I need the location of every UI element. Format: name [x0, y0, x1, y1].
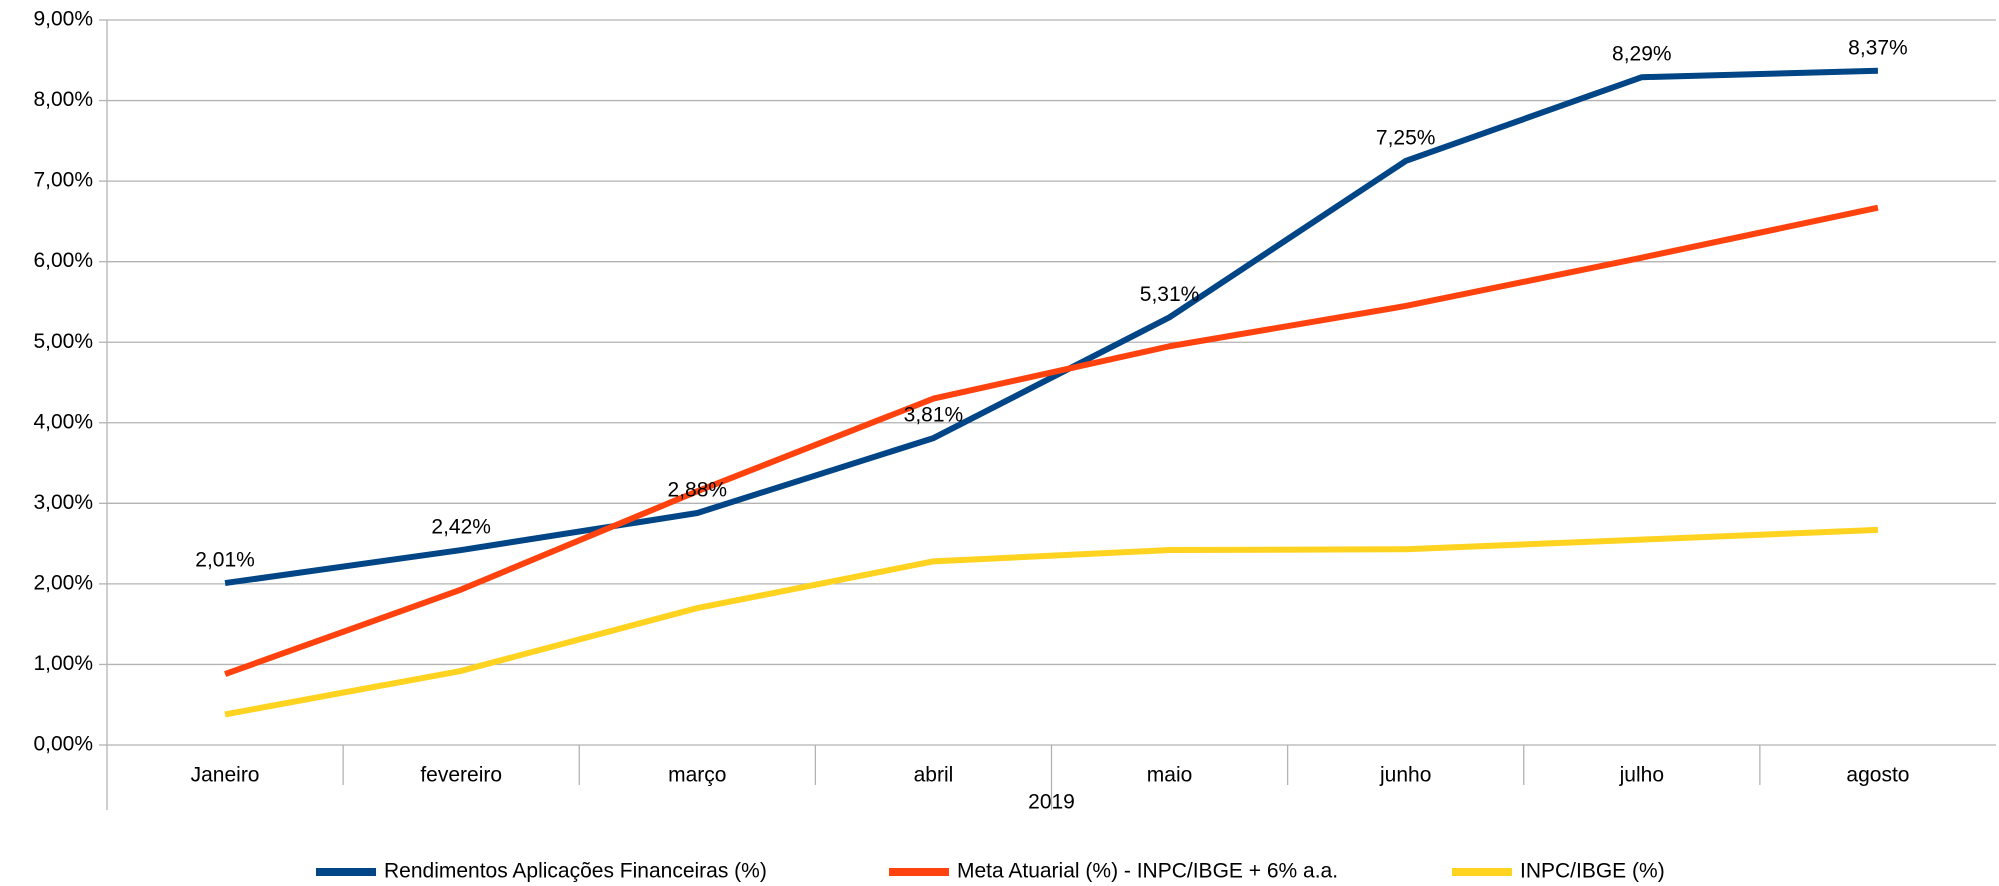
x-tick-label: fevereiro: [420, 764, 502, 787]
y-tick-label: 1,00%: [33, 652, 93, 675]
legend-label: INPC/IBGE (%): [1520, 860, 1665, 883]
x-tick-label: março: [668, 764, 726, 787]
x-tick-label: Janeiro: [191, 764, 260, 787]
y-tick-label: 6,00%: [33, 249, 93, 272]
series-line: [224, 526, 1879, 718]
y-tick-label: 3,00%: [33, 491, 93, 514]
data-label: 2,42%: [431, 516, 491, 539]
x-tick-label: abril: [914, 764, 954, 787]
series-line: [224, 204, 1879, 677]
legend-label: Meta Atuarial (%) - INPC/IBGE + 6% a.a.: [957, 860, 1338, 883]
y-tick-label: 8,00%: [33, 88, 93, 111]
x-tick-label: junho: [1379, 764, 1431, 787]
data-label: 5,31%: [1140, 283, 1200, 306]
y-tick-label: 9,00%: [33, 8, 93, 31]
y-tick-label: 5,00%: [33, 330, 93, 353]
x-tick-label: maio: [1147, 764, 1193, 787]
x-group-label: 2019: [1028, 791, 1075, 814]
y-tick-label: 2,00%: [33, 571, 93, 594]
x-tick-label: agosto: [1846, 764, 1909, 787]
data-label: 8,29%: [1612, 43, 1672, 66]
data-label: 2,01%: [195, 549, 255, 572]
data-label: 3,81%: [904, 404, 964, 427]
y-tick-label: 0,00%: [33, 733, 93, 756]
legend-label: Rendimentos Aplicações Financeiras (%): [384, 860, 767, 883]
y-tick-label: 7,00%: [33, 169, 93, 192]
series-line: [224, 67, 1879, 587]
y-tick-label: 4,00%: [33, 410, 93, 433]
data-label: 2,88%: [668, 479, 728, 502]
data-label: 8,37%: [1848, 36, 1908, 59]
data-label: 7,25%: [1376, 127, 1436, 150]
x-tick-label: julho: [1619, 764, 1664, 787]
